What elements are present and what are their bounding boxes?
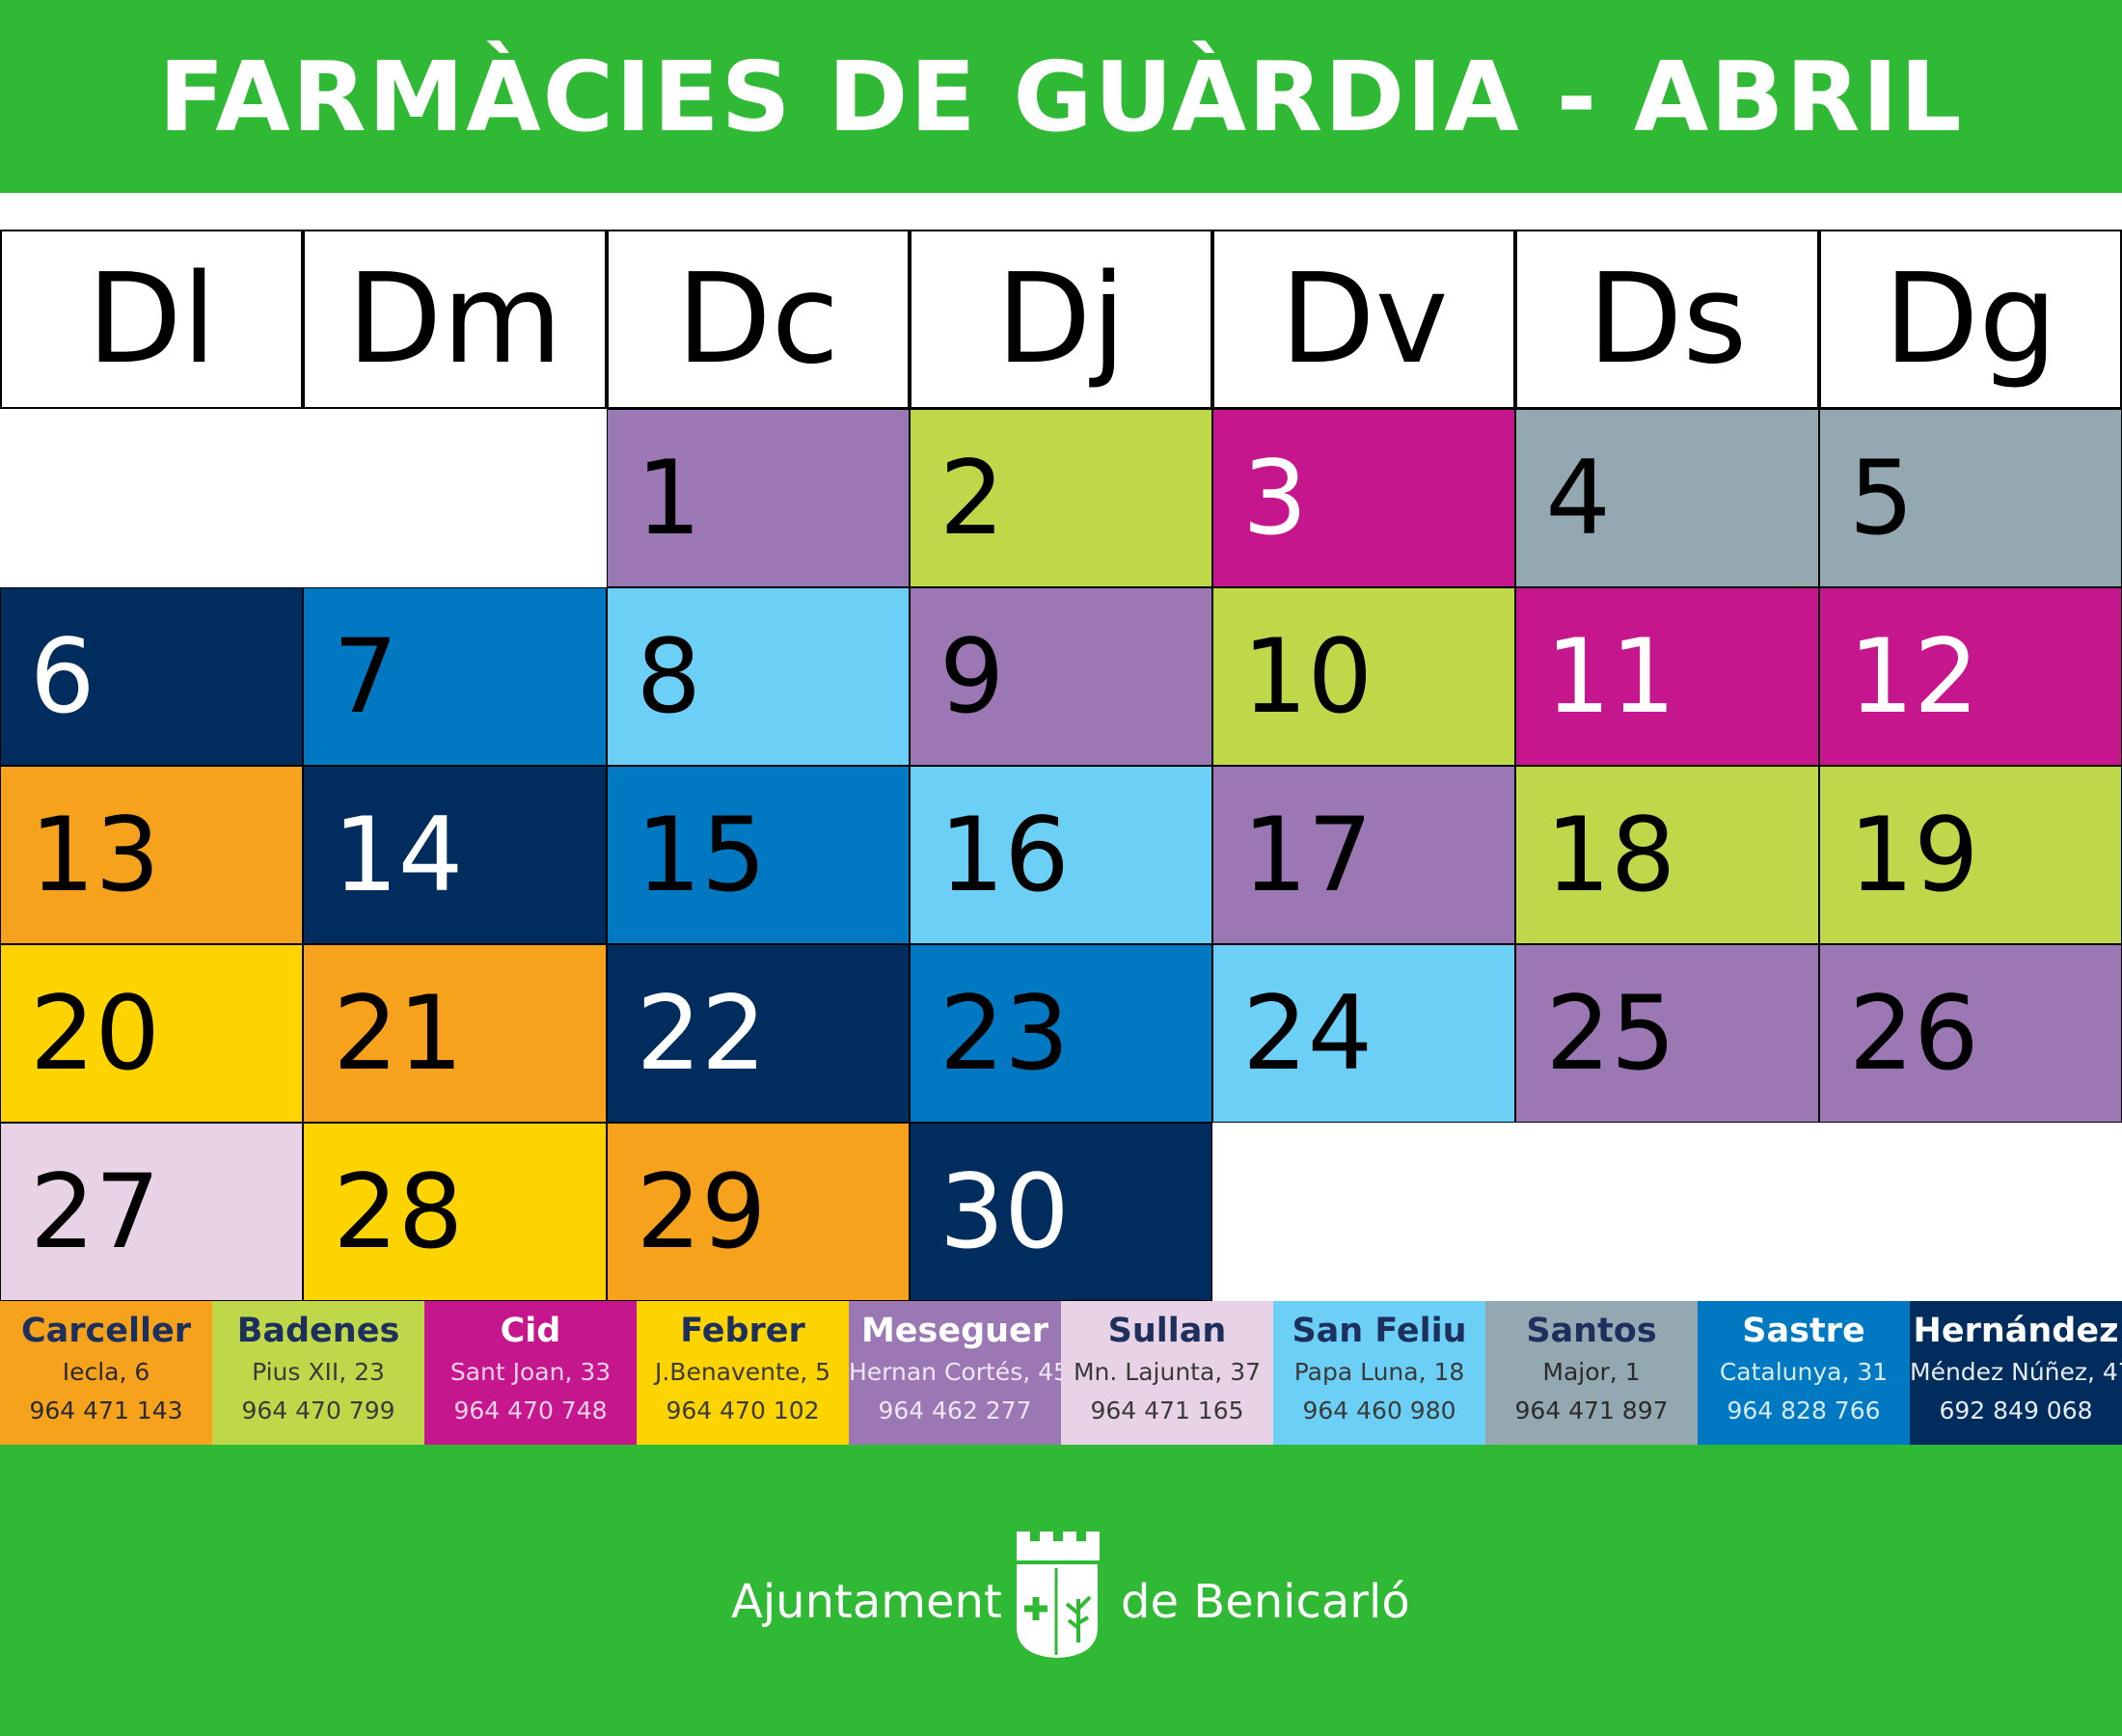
pharmacy-address: Pius XII, 23 [252,1358,385,1386]
pharmacy-phone: 964 471 143 [29,1397,183,1424]
pharmacy-address: Mn. Lajunta, 37 [1073,1358,1262,1386]
footer-right: de Benicarló [1121,1575,1410,1629]
pharmacy: Santos Major, 1 964 471 897 [1485,1301,1698,1445]
pharmacy-phone: 964 471 165 [1090,1397,1244,1424]
day-cell: 24 [1212,944,1516,1123]
day-cell: 2 [909,409,1213,587]
pharmacy-name: Carceller [20,1312,192,1350]
pharmacy-phone: 964 470 799 [241,1397,395,1424]
pharmacy-phone: 964 460 980 [1302,1397,1456,1424]
pharmacy-address: J.Benavente, 5 [654,1358,831,1386]
day-cell: 15 [606,766,910,944]
weekday-header: Ds [1515,230,1819,409]
pharmacy-phone: 964 828 766 [1727,1397,1881,1424]
day-cell: 28 [303,1123,607,1301]
day-cell: 1 [606,409,910,587]
day-cell: 25 [1515,944,1819,1123]
pharmacy-phone: 964 470 102 [666,1397,820,1424]
pharmacy: Hernández Méndez Núñez, 47 692 849 068 [1910,1301,2122,1445]
day-cell: 23 [909,944,1213,1123]
weekday-header: Dj [909,230,1213,409]
pharmacy: Badenes Pius XII, 23 964 470 799 [212,1301,424,1445]
pharmacy-address: Méndez Núñez, 47 [1910,1358,2122,1386]
pharmacy: San Feliu Papa Luna, 18 964 460 980 [1273,1301,1485,1445]
pharmacy-phone: 692 849 068 [1939,1397,2093,1424]
day-cell: 16 [909,766,1213,944]
day-cell: 7 [303,587,607,766]
day-cell: 20 [0,944,304,1123]
pharmacy-address: Sant Joan, 33 [449,1358,612,1386]
pharmacy-name: Cid [500,1312,561,1350]
day-cell: 17 [1212,766,1516,944]
day-cell: 26 [1818,944,2122,1123]
pharmacy-address: Hernan Cortés, 45 [849,1358,1069,1386]
weekday-header: Dm [303,230,607,409]
pharmacy-address: Major, 1 [1542,1358,1641,1386]
day-cell: 29 [606,1123,910,1301]
day-cell: 9 [909,587,1213,766]
day-cell: 3 [1212,409,1516,587]
logo [1017,1532,1100,1658]
day-cell: 5 [1818,409,2122,587]
pharmacy-address: Iecla, 6 [62,1358,150,1386]
pharmacy: Carceller Iecla, 6 964 471 143 [0,1301,212,1445]
weekday-header: Dl [0,230,304,409]
pharmacy-name: San Feliu [1292,1312,1467,1350]
pharmacy-name: Febrer [680,1312,805,1350]
weekday-header: Dv [1212,230,1516,409]
day-cell: 4 [1515,409,1819,587]
pharmacy: Meseguer Hernan Cortés, 45 964 462 277 [849,1301,1069,1445]
pharmacy-name: Sullan [1107,1312,1227,1350]
day-cell: 18 [1515,766,1819,944]
pharmacy-phone: 964 471 897 [1514,1397,1669,1424]
day-cell: 12 [1818,587,2122,766]
day-cell: 30 [909,1123,1213,1301]
pharmacy-address: Papa Luna, 18 [1293,1358,1465,1386]
pharmacy-address: Catalunya, 31 [1719,1358,1889,1386]
day-cell: 14 [303,766,607,944]
day-cell: 21 [303,944,607,1123]
day-cell: 27 [0,1123,304,1301]
pharmacy: Febrer J.Benavente, 5 964 470 102 [637,1301,849,1445]
day-cell: 11 [1515,587,1819,766]
pharmacy: Sullan Mn. Lajunta, 37 964 471 165 [1061,1301,1273,1445]
title: FARMÀCIES DE GUÀRDIA - ABRIL [0,0,2122,193]
pharmacy-name: Santos [1526,1312,1657,1350]
day-cell: 6 [0,587,304,766]
day-cell: 22 [606,944,910,1123]
pharmacy-name: Meseguer [860,1312,1049,1350]
day-cell: 13 [0,766,304,944]
pharmacy-name: Sastre [1742,1312,1865,1350]
footer-left: Ajuntament [731,1575,1002,1629]
pharmacy-name: Badenes [236,1312,400,1350]
pharmacy-phone: 964 462 277 [878,1397,1032,1424]
pharmacy: Sastre Catalunya, 31 964 828 766 [1698,1301,1910,1445]
weekday-header: Dc [606,230,910,409]
day-cell: 8 [606,587,910,766]
pharmacy-phone: 964 470 748 [453,1397,608,1424]
pharmacy: Cid Sant Joan, 33 964 470 748 [424,1301,637,1445]
day-cell: 19 [1818,766,2122,944]
day-cell: 10 [1212,587,1516,766]
weekday-header: Dg [1818,230,2122,409]
pharmacy-name: Hernández [1913,1312,2119,1350]
